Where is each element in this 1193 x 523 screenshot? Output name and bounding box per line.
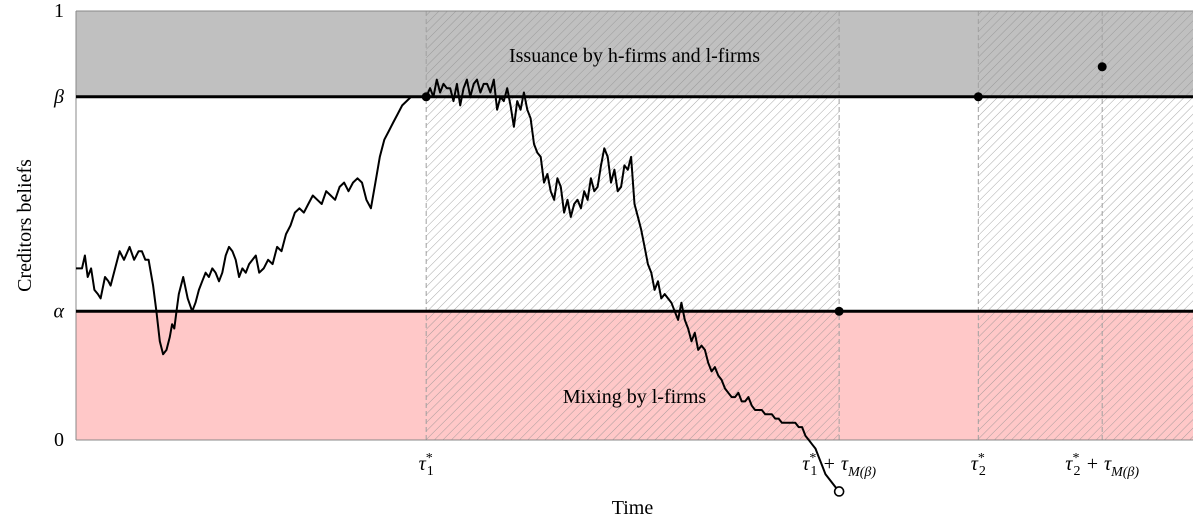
hatched-interval-0 bbox=[426, 11, 840, 440]
region-label-issuance: Issuance by h-firms and l-firms bbox=[509, 45, 760, 67]
x-tick-label-1: τ* 1 + τM(β) bbox=[802, 451, 876, 480]
x-tick-label-0: τ* 1 bbox=[419, 451, 434, 479]
marker-tau2 bbox=[973, 92, 983, 102]
hatch-layer bbox=[425, 11, 1193, 440]
belief-path-0 bbox=[76, 95, 427, 356]
y-tick-label-1: α bbox=[54, 300, 65, 322]
x-axis-label: Time bbox=[612, 497, 654, 519]
marker-jump-open bbox=[833, 486, 845, 497]
marker-tau2-plus-m bbox=[1097, 62, 1107, 72]
marker-tau1 bbox=[421, 92, 431, 102]
belief-path-1 bbox=[425, 78, 840, 493]
y-axis-label: Creditors beliefs bbox=[14, 159, 36, 292]
region-label-mixing: Mixing by l-firms bbox=[563, 386, 707, 408]
y-tick-label-0: 0 bbox=[54, 429, 64, 451]
y-tick-label-2: β bbox=[53, 86, 64, 108]
x-tick-label-2: τ* 2 bbox=[971, 451, 986, 479]
marker-tau1-plus-m bbox=[834, 306, 844, 316]
reference-lines-layer bbox=[75, 10, 1193, 441]
series-layer bbox=[76, 62, 1107, 497]
y-tick-label-3: 1 bbox=[54, 0, 64, 22]
hatched-interval-1 bbox=[978, 11, 1193, 440]
x-tick-label-3: τ* 2 + τM(β) bbox=[1065, 451, 1139, 480]
labels-layer: 0 α β 1 τ* 1 τ* 1 + τM(β) τ* 2 τ* 2 + τM(β) Issuance… bbox=[14, 0, 1139, 519]
